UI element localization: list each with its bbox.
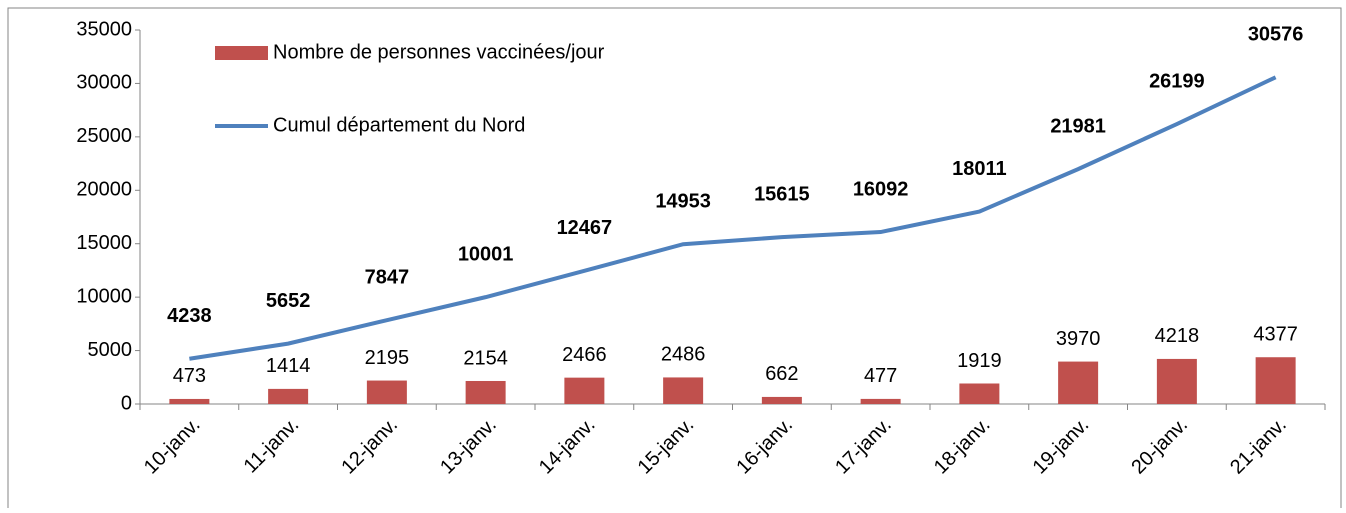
- y-tick-label: 35000: [76, 18, 132, 40]
- chart-border: [7, 7, 1342, 513]
- x-tick-label: 13-janv.: [436, 414, 501, 479]
- bar-value-label: 662: [765, 363, 798, 385]
- x-tick-label: 12-janv.: [337, 414, 402, 479]
- y-tick-label: 0: [121, 392, 132, 414]
- bar-value-label: 1414: [266, 355, 311, 377]
- line-value-label: 15615: [754, 183, 810, 205]
- x-tick-label: 17-janv.: [831, 414, 896, 479]
- bar-value-label: 3970: [1056, 328, 1101, 350]
- bar-value-label: 4218: [1155, 325, 1200, 347]
- bar: [564, 377, 605, 404]
- line: [189, 75, 1277, 361]
- line-value-label: 5652: [266, 290, 311, 312]
- line-value-label: 30576: [1248, 24, 1304, 46]
- bar: [1156, 358, 1197, 404]
- bar: [1058, 361, 1099, 404]
- bar: [663, 377, 704, 404]
- y-tick-label: 25000: [76, 125, 132, 147]
- x-tick-label: 18-janv.: [930, 414, 995, 479]
- x-tick-label: 16-janv.: [732, 414, 797, 479]
- line-value-label: 14953: [655, 190, 711, 212]
- y-tick-label: 10000: [76, 285, 132, 307]
- bar: [169, 398, 210, 404]
- line-value-label: 7847: [365, 266, 410, 288]
- x-tick-label: 21-janv.: [1226, 414, 1291, 479]
- x-tick-label: 20-janv.: [1127, 414, 1192, 479]
- line-value-label: 4238: [167, 305, 212, 327]
- bar-value-label: 2195: [365, 347, 410, 369]
- x-tick-label: 10-janv.: [140, 414, 205, 479]
- x-tick-label: 19-janv.: [1029, 414, 1094, 479]
- bar: [1255, 357, 1296, 404]
- bar: [761, 396, 802, 404]
- y-tick-label: 5000: [88, 339, 133, 361]
- line-value-label: 12467: [557, 217, 613, 239]
- legend-label: Nombre de personnes vaccinées/jour: [273, 41, 605, 63]
- x-tick-label: 15-janv.: [634, 414, 699, 479]
- bar: [860, 398, 901, 404]
- y-tick-label: 15000: [76, 232, 132, 254]
- bar-value-label: 477: [864, 365, 897, 387]
- bar-value-label: 473: [173, 365, 206, 387]
- x-tick-label: 11-janv.: [240, 414, 304, 478]
- legend-label: Cumul département du Nord: [273, 114, 525, 136]
- line-value-label: 21981: [1050, 115, 1106, 137]
- bar: [465, 380, 506, 404]
- bar: [959, 383, 1000, 404]
- legend-swatch: [215, 46, 268, 60]
- line-value-label: 18011: [952, 158, 1007, 180]
- bar: [268, 388, 309, 404]
- bar-value-label: 1919: [957, 350, 1002, 372]
- line-value-label: 10001: [458, 243, 514, 265]
- bar-value-label: 4377: [1253, 324, 1298, 346]
- bar-value-label: 2486: [661, 344, 706, 366]
- y-tick-label: 20000: [76, 179, 132, 201]
- bar: [366, 380, 407, 404]
- line-value-label: 16092: [853, 178, 909, 200]
- line-value-label: 26199: [1149, 70, 1205, 92]
- x-tick-label: 14-janv.: [535, 414, 600, 479]
- bar-value-label: 2154: [463, 347, 508, 369]
- bar-value-label: 2466: [562, 344, 607, 366]
- y-tick-label: 30000: [76, 72, 132, 94]
